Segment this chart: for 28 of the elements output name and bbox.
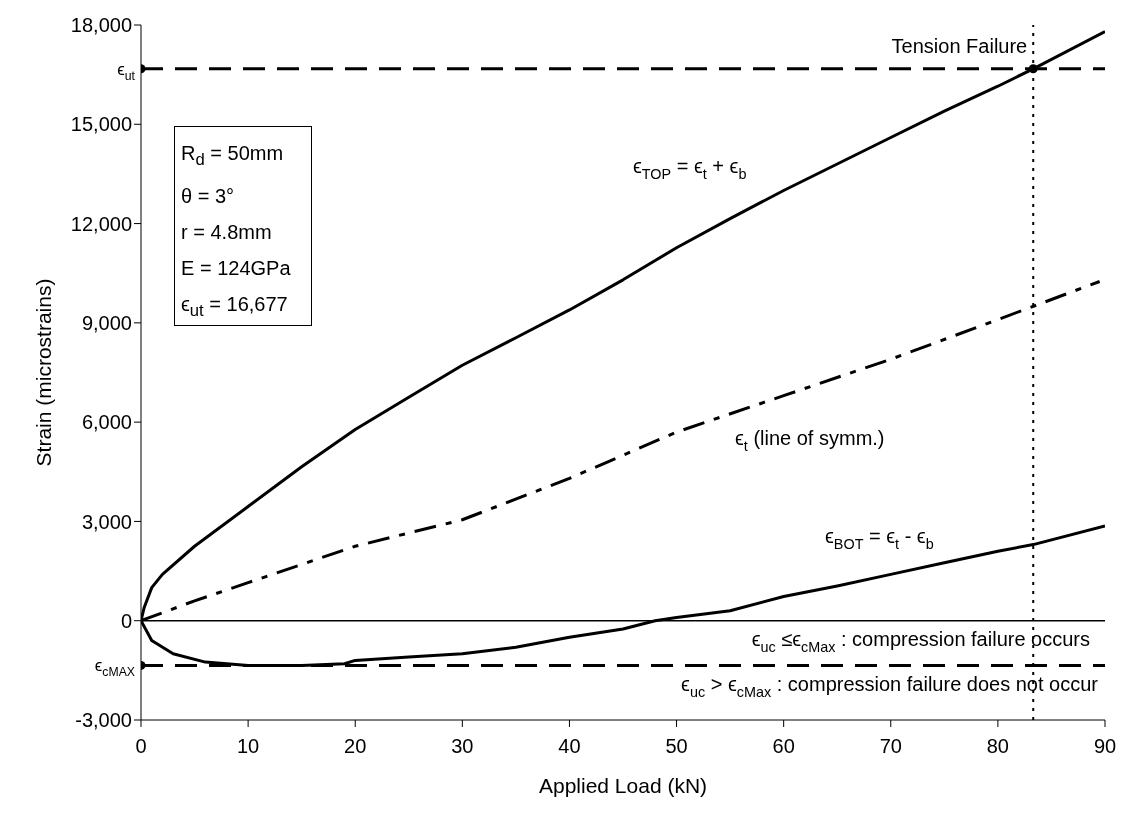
ref-line-label: ϵ$_{cMAX}$	[94, 656, 135, 680]
y-tick-label: 0	[120, 609, 132, 632]
y-tick-label: 15,000	[70, 113, 132, 136]
x-tick-label: 40	[558, 735, 581, 758]
y-tick-label: 6,000	[81, 411, 132, 434]
annotation: r = 4.8mm	[181, 220, 273, 245]
x-tick-label: 80	[986, 735, 1010, 758]
x-tick-label: 30	[451, 735, 474, 758]
y-tick-label: 9,000	[81, 311, 132, 334]
y-tick-label: -3,000	[75, 709, 132, 732]
y-tick-label: 3,000	[81, 510, 132, 533]
x-axis-title: Applied Load (kN)	[538, 774, 708, 797]
y-tick-label: 18,000	[70, 14, 132, 37]
annotation: R$_{d}$ = 50mm	[181, 141, 285, 171]
annotation: ϵ$_{ut}$ = 16,677	[181, 292, 289, 322]
x-tick-label: 10	[236, 735, 260, 758]
x-tick-label: 50	[665, 735, 688, 758]
annotation: Tension Failure	[891, 34, 1028, 57]
y-tick-label: 12,000	[70, 212, 132, 235]
y-axis-title: Strain (microstrains)	[32, 278, 56, 467]
x-tick-label: 20	[344, 735, 367, 758]
ref-line-label: ϵ$_{ut}$	[117, 59, 136, 83]
annotation: E = 124GPa	[181, 256, 292, 281]
annotation: θ = 3°	[181, 184, 236, 209]
x-tick-label: 90	[1093, 735, 1117, 758]
x-tick-label: 70	[879, 735, 902, 758]
x-tick-label: 0	[135, 735, 147, 758]
x-tick-label: 60	[772, 735, 795, 758]
